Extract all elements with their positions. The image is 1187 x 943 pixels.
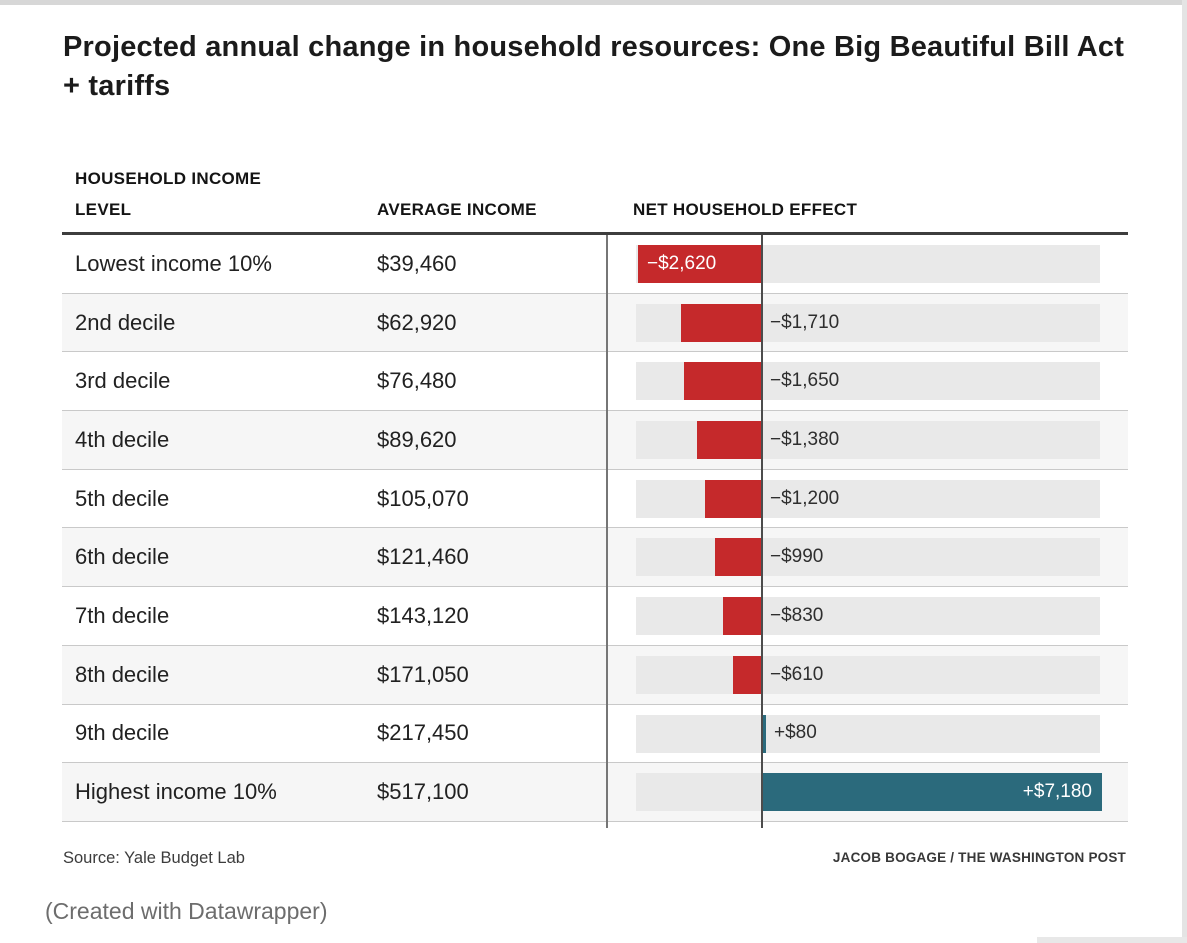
average-income-value: $517,100	[377, 779, 469, 805]
income-level-label: 6th decile	[75, 544, 170, 570]
chart-title: Projected annual change in household res…	[63, 31, 1125, 102]
net-effect-value: +$7,180	[1022, 781, 1092, 803]
header-rule	[62, 232, 1128, 235]
table-row: 9th decile $217,450 +$80	[62, 705, 1128, 764]
negative-effect-bar	[715, 538, 762, 577]
average-income-value: $171,050	[377, 661, 469, 687]
negative-effect-bar	[723, 597, 762, 636]
negative-effect-bar	[638, 245, 762, 283]
data-table: HOUSEHOLD INCOME LEVEL AVERAGE INCOME NE…	[62, 152, 1128, 828]
table-body: Lowest income 10% $39,460 −$2,620 2nd decil…	[62, 235, 1128, 828]
income-level-label: 4th decile	[75, 426, 170, 452]
page-edge-bottom	[1037, 937, 1187, 943]
average-income-value: $105,070	[377, 485, 469, 511]
net-effect-value: −$610	[770, 663, 824, 685]
average-income-value: $143,120	[377, 602, 469, 628]
zero-baseline	[761, 235, 763, 828]
bar-track	[636, 597, 1100, 636]
negative-effect-bar	[697, 421, 762, 460]
average-income-value: $217,450	[377, 720, 469, 746]
net-effect-value: −$830	[770, 604, 824, 626]
income-level-label: 3rd decile	[75, 368, 171, 394]
positive-effect-bar	[762, 714, 766, 753]
table-row: 6th decile $121,460 −$990	[62, 528, 1128, 588]
source-note: Source: Yale Budget Lab	[63, 849, 245, 867]
average-income-value: $121,460	[377, 544, 469, 570]
table-row: 2nd decile $62,920 −$1,710	[62, 293, 1128, 353]
table-row: 7th decile $143,120 −$830	[62, 587, 1128, 646]
byline-credit: JACOB BOGAGE / THE WASHINGTON POST	[832, 850, 1126, 865]
net-effect-value: −$1,650	[770, 370, 840, 392]
income-level-label: 7th decile	[75, 602, 170, 628]
table-row: 8th decile $171,050 −$610	[62, 645, 1128, 705]
average-income-value: $39,460	[377, 250, 457, 276]
average-income-value: $76,480	[377, 368, 457, 394]
net-effect-value: −$2,620	[647, 252, 717, 274]
negative-effect-bar	[733, 655, 762, 694]
income-level-label: 5th decile	[75, 485, 170, 511]
page-edge-top	[0, 0, 1187, 5]
table-row: 5th decile $105,070 −$1,200	[62, 470, 1128, 529]
net-effect-value: −$1,380	[770, 428, 840, 450]
page-edge-right	[1182, 0, 1187, 943]
bar-track	[636, 714, 1100, 753]
net-effect-value: −$1,200	[770, 487, 840, 509]
table-row: 3rd decile $76,480 −$1,650	[62, 352, 1128, 412]
table-row: 4th decile $89,620 −$1,380	[62, 411, 1128, 470]
negative-effect-bar	[705, 479, 762, 518]
column-header-average-income: AVERAGE INCOME	[377, 200, 537, 219]
negative-effect-bar	[681, 303, 762, 342]
column-header-household-income-level: HOUSEHOLD INCOME LEVEL	[75, 169, 262, 219]
column-header-net-household-effect: NET HOUSEHOLD EFFECT	[633, 200, 858, 219]
net-effect-value: −$1,710	[770, 311, 840, 333]
negative-effect-bar	[684, 362, 762, 401]
positive-effect-bar	[762, 773, 1102, 812]
average-income-value: $89,620	[377, 426, 457, 452]
bar-track	[636, 655, 1100, 694]
table-row: Lowest income 10% $39,460 −$2,620	[62, 235, 1128, 294]
income-level-label: 2nd decile	[75, 309, 176, 335]
datawrapper-note: (Created with Datawrapper)	[45, 898, 328, 924]
income-level-label: Highest income 10%	[75, 779, 277, 805]
income-level-label: 9th decile	[75, 720, 170, 746]
bar-track	[636, 538, 1100, 577]
income-level-label: Lowest income 10%	[75, 250, 272, 276]
table-row: Highest income 10% $517,100 +$7,180	[62, 763, 1128, 822]
net-effect-value: +$80	[774, 722, 817, 744]
income-level-label: 8th decile	[75, 661, 170, 687]
net-effect-value: −$990	[770, 546, 824, 568]
column-separator-line	[606, 235, 608, 828]
table-header: HOUSEHOLD INCOME LEVEL AVERAGE INCOME NE…	[62, 152, 1128, 235]
average-income-value: $62,920	[377, 309, 457, 335]
